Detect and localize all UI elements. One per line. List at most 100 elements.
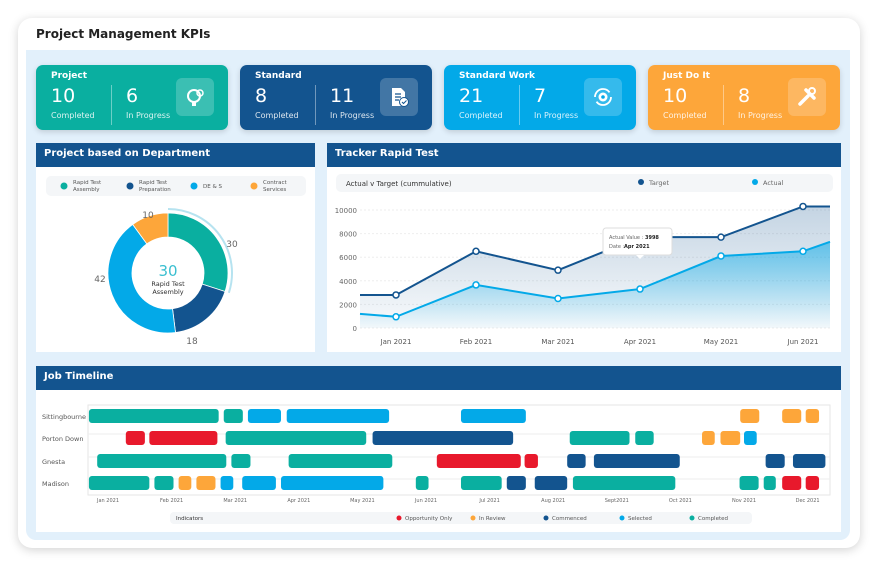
indicator-marker	[543, 515, 549, 521]
indicator-label: Selected	[628, 516, 652, 522]
month-label: Jan 2021	[96, 498, 119, 504]
donut-center-label: Assembly	[152, 288, 183, 296]
actual-point[interactable]	[717, 252, 725, 260]
kpi-card-just-do-it[interactable]: Just Do It 10 Completed 8 In Progress	[648, 65, 840, 130]
timeline-bar-review[interactable]	[805, 409, 820, 423]
timeline-bar-commenced[interactable]	[792, 454, 826, 468]
completed-label: Completed	[459, 111, 503, 120]
completed-count: 10	[663, 85, 688, 107]
actual-point[interactable]	[636, 285, 644, 293]
timeline-bar-completed[interactable]	[763, 476, 776, 490]
divider	[519, 85, 520, 125]
timeline-bar-opportunity[interactable]	[436, 454, 521, 468]
y-tick-label: 6000	[339, 254, 357, 262]
timeline-bar-selected[interactable]	[247, 409, 281, 423]
timeline-bar-commenced[interactable]	[567, 454, 586, 468]
timeline-bar-commenced[interactable]	[765, 454, 785, 468]
timeline-bar-opportunity[interactable]	[149, 431, 218, 445]
in-progress-count: 8	[738, 85, 751, 107]
donut-center-value: 30	[158, 262, 177, 280]
timeline-bar-opportunity[interactable]	[805, 476, 820, 490]
month-label: Mar 2021	[223, 498, 247, 504]
timeline-bar-completed[interactable]	[223, 409, 243, 423]
timeline-bar-selected[interactable]	[220, 476, 234, 490]
timeline-bar-completed[interactable]	[288, 454, 393, 468]
timeline-bar-completed[interactable]	[460, 476, 502, 490]
indicator-marker	[470, 515, 476, 521]
timeline-bar-completed[interactable]	[415, 476, 429, 490]
tooltip-value-label: Actual Value :	[609, 235, 644, 241]
completed-label: Completed	[663, 111, 707, 120]
timeline-bar-review[interactable]	[782, 409, 802, 423]
timeline-bar-selected[interactable]	[744, 431, 757, 445]
legend-marker	[126, 182, 134, 190]
in-progress-label: In Progress	[738, 111, 783, 120]
job-timeline-panel: Job Timeline Sittingbourne Porton Down Gne…	[36, 366, 841, 532]
actual-point[interactable]	[392, 313, 400, 321]
actual-line	[359, 240, 831, 318]
target-point[interactable]	[799, 202, 807, 211]
row-label: Gnesta	[42, 458, 65, 466]
timeline-bar-completed[interactable]	[88, 409, 219, 423]
timeline-bar-opportunity[interactable]	[782, 476, 802, 490]
donut-slice[interactable]	[107, 223, 176, 334]
actual-point[interactable]	[472, 281, 480, 289]
kpi-card-project[interactable]: Project 10 Completed 6 In Progress	[36, 65, 228, 130]
target-point[interactable]	[472, 247, 480, 256]
timeline-bar-completed[interactable]	[225, 431, 367, 445]
timeline-bar-commenced[interactable]	[593, 454, 680, 468]
timeline-bar-completed[interactable]	[97, 454, 227, 468]
timeline-bar-commenced[interactable]	[534, 476, 568, 490]
kpi-name: Standard Work	[459, 71, 536, 81]
target-point[interactable]	[554, 266, 562, 274]
month-label: May 2021	[350, 498, 375, 504]
timeline-bar-selected[interactable]	[242, 476, 276, 490]
completed-count: 10	[51, 85, 76, 107]
timeline-bar-commenced[interactable]	[372, 431, 514, 445]
timeline-bar-completed[interactable]	[572, 476, 676, 490]
timeline-bar-review[interactable]	[196, 476, 216, 490]
timeline-bar-completed[interactable]	[231, 454, 251, 468]
completed-count: 8	[255, 85, 268, 107]
slice-value-label: 30	[226, 240, 238, 250]
divider	[111, 85, 112, 125]
completed-label: Completed	[51, 111, 95, 120]
month-label: Dec 2021	[796, 498, 820, 504]
month-label: Oct 2021	[669, 498, 692, 504]
legend-label: Contract	[263, 180, 288, 186]
department-panel: Project based on Department Rapid Test As…	[36, 143, 315, 352]
in-progress-label: In Progress	[534, 111, 579, 120]
tooltip-value: 3998	[645, 235, 659, 241]
actual-point[interactable]	[799, 247, 807, 256]
timeline-bar-review[interactable]	[702, 431, 715, 445]
month-label: Sept2021	[605, 498, 629, 504]
kpi-card-standard[interactable]: Standard 8 Completed 11 In Progress	[240, 65, 432, 130]
timeline-bar-completed[interactable]	[635, 431, 654, 445]
timeline-bar-selected[interactable]	[286, 409, 390, 423]
timeline-bar-commenced[interactable]	[506, 476, 526, 490]
target-point[interactable]	[717, 233, 725, 241]
timeline-bar-selected[interactable]	[460, 409, 526, 423]
job-timeline-chart: Sittingbourne Porton Down Gnesta Madison Jan…	[42, 404, 831, 524]
legend-marker	[190, 182, 198, 190]
idea-gears-icon	[176, 78, 214, 116]
legend-marker	[752, 179, 758, 185]
timeline-bar-completed[interactable]	[154, 476, 174, 490]
timeline-bar-review[interactable]	[720, 431, 741, 445]
timeline-bar-completed[interactable]	[569, 431, 630, 445]
row-label: Madison	[42, 480, 69, 488]
indicator-label: Opportunity Only	[405, 516, 453, 522]
target-point[interactable]	[392, 291, 400, 299]
timeline-bar-review[interactable]	[740, 409, 760, 423]
timeline-bar-opportunity[interactable]	[125, 431, 145, 445]
actual-point[interactable]	[554, 294, 562, 303]
timeline-bar-selected[interactable]	[280, 476, 384, 490]
divider	[723, 85, 724, 125]
timeline-bar-review[interactable]	[178, 476, 192, 490]
kpi-card-standard-work[interactable]: Standard Work 21 Completed 7 In Progress	[444, 65, 636, 130]
donut-slice[interactable]	[132, 212, 169, 245]
timeline-bar-completed[interactable]	[739, 476, 759, 490]
timeline-bar-completed[interactable]	[88, 476, 150, 490]
row-label: Sittingbourne	[42, 413, 86, 421]
timeline-bar-opportunity[interactable]	[524, 454, 538, 468]
